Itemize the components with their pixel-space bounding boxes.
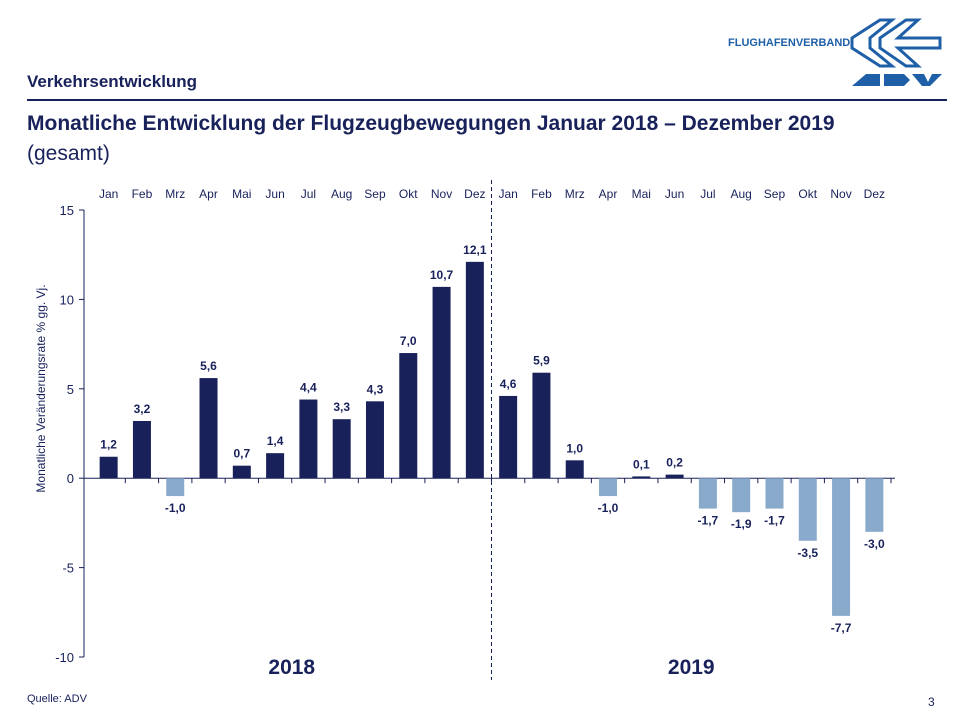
data-label: 0,2 bbox=[666, 456, 683, 470]
brand-text: FLUGHAFENVERBAND bbox=[728, 37, 851, 49]
x-tick-label: Apr bbox=[599, 187, 618, 201]
y-tick-label: -10 bbox=[55, 650, 74, 665]
x-tick-label: Jan bbox=[498, 187, 517, 201]
bar bbox=[132, 420, 151, 479]
x-tick-label: Mrz bbox=[565, 187, 585, 201]
year-label-2019: 2019 bbox=[668, 656, 715, 679]
data-label: -1,0 bbox=[598, 501, 619, 515]
source-note: Quelle: ADV bbox=[27, 693, 87, 705]
bar bbox=[499, 395, 518, 479]
bar bbox=[565, 460, 584, 479]
bar bbox=[599, 478, 618, 497]
x-tick-label: Feb bbox=[531, 187, 552, 201]
x-tick-label: Aug bbox=[331, 187, 352, 201]
x-tick-label: Mai bbox=[232, 187, 251, 201]
bar bbox=[665, 474, 684, 479]
x-tick-label: Jan bbox=[99, 187, 118, 201]
bar bbox=[299, 399, 318, 479]
y-tick-label: 0 bbox=[67, 471, 74, 486]
x-tick-label: Feb bbox=[132, 187, 153, 201]
data-label: -1,9 bbox=[731, 517, 752, 531]
data-label: 12,1 bbox=[463, 243, 487, 257]
header-divider bbox=[27, 99, 947, 101]
x-tick-label: Jun bbox=[265, 187, 284, 201]
data-label: 7,0 bbox=[400, 334, 417, 348]
x-tick-label: Jun bbox=[665, 187, 684, 201]
data-label: -1,0 bbox=[165, 501, 186, 515]
data-label: 1,0 bbox=[566, 441, 583, 455]
data-label: 1,4 bbox=[267, 434, 284, 448]
bar bbox=[166, 478, 185, 497]
x-tick-label: Okt bbox=[798, 187, 817, 201]
bar bbox=[765, 478, 784, 509]
x-tick-label: Nov bbox=[431, 187, 452, 201]
bar bbox=[832, 478, 851, 616]
x-tick-label: Aug bbox=[731, 187, 752, 201]
data-label: 4,4 bbox=[300, 381, 317, 395]
x-tick-label: Mai bbox=[632, 187, 651, 201]
x-tick-label: Mrz bbox=[165, 187, 185, 201]
data-label: 3,2 bbox=[134, 402, 151, 416]
y-tick-label: 10 bbox=[60, 292, 74, 307]
data-label: 0,7 bbox=[233, 447, 250, 461]
bar bbox=[798, 478, 817, 541]
chart-title: Monatliche Entwicklung der Flugzeugbeweg… bbox=[27, 112, 835, 135]
year-label-2018: 2018 bbox=[268, 656, 315, 679]
bar bbox=[465, 261, 484, 479]
data-label: 0,1 bbox=[633, 457, 650, 471]
data-label: 1,2 bbox=[100, 438, 117, 452]
x-tick-label: Okt bbox=[399, 187, 418, 201]
data-label: -1,7 bbox=[698, 514, 719, 528]
y-tick-label: 15 bbox=[60, 203, 74, 218]
data-label: 5,9 bbox=[533, 354, 550, 368]
data-label: -7,7 bbox=[831, 621, 852, 635]
bar bbox=[865, 478, 884, 532]
section-title: Verkehrsentwicklung bbox=[27, 72, 198, 91]
bar bbox=[266, 453, 285, 479]
bar bbox=[732, 478, 751, 513]
bar bbox=[532, 372, 551, 479]
x-tick-label: Dez bbox=[864, 187, 885, 201]
data-label: 4,6 bbox=[500, 377, 517, 391]
data-label: 5,6 bbox=[200, 359, 217, 373]
bar bbox=[632, 476, 651, 479]
data-label: 4,3 bbox=[367, 382, 384, 396]
bar bbox=[432, 286, 451, 479]
page-number: 3 bbox=[928, 695, 935, 709]
data-label: -1,7 bbox=[764, 514, 785, 528]
x-tick-label: Sep bbox=[764, 187, 786, 201]
y-tick-label: 5 bbox=[67, 382, 74, 397]
data-label: 3,3 bbox=[333, 400, 350, 414]
bar bbox=[199, 378, 218, 479]
x-tick-label: Nov bbox=[830, 187, 851, 201]
y-tick-label: -5 bbox=[62, 561, 74, 576]
data-label: 10,7 bbox=[430, 268, 454, 282]
x-tick-label: Sep bbox=[364, 187, 386, 201]
x-tick-label: Jul bbox=[700, 187, 715, 201]
data-label: -3,5 bbox=[797, 546, 818, 560]
x-tick-label: Dez bbox=[464, 187, 485, 201]
x-tick-label: Jul bbox=[301, 187, 316, 201]
x-tick-label: Apr bbox=[199, 187, 218, 201]
bar bbox=[232, 465, 251, 479]
bar bbox=[332, 419, 351, 479]
y-axis-label: Monatliche Veränderungsrate % gg. Vj. bbox=[34, 284, 48, 492]
chart-subtitle: (gesamt) bbox=[27, 142, 110, 165]
bar bbox=[399, 353, 418, 479]
bar bbox=[99, 456, 118, 479]
bar bbox=[365, 401, 384, 479]
data-label: -3,0 bbox=[864, 537, 885, 551]
bar bbox=[698, 478, 717, 509]
